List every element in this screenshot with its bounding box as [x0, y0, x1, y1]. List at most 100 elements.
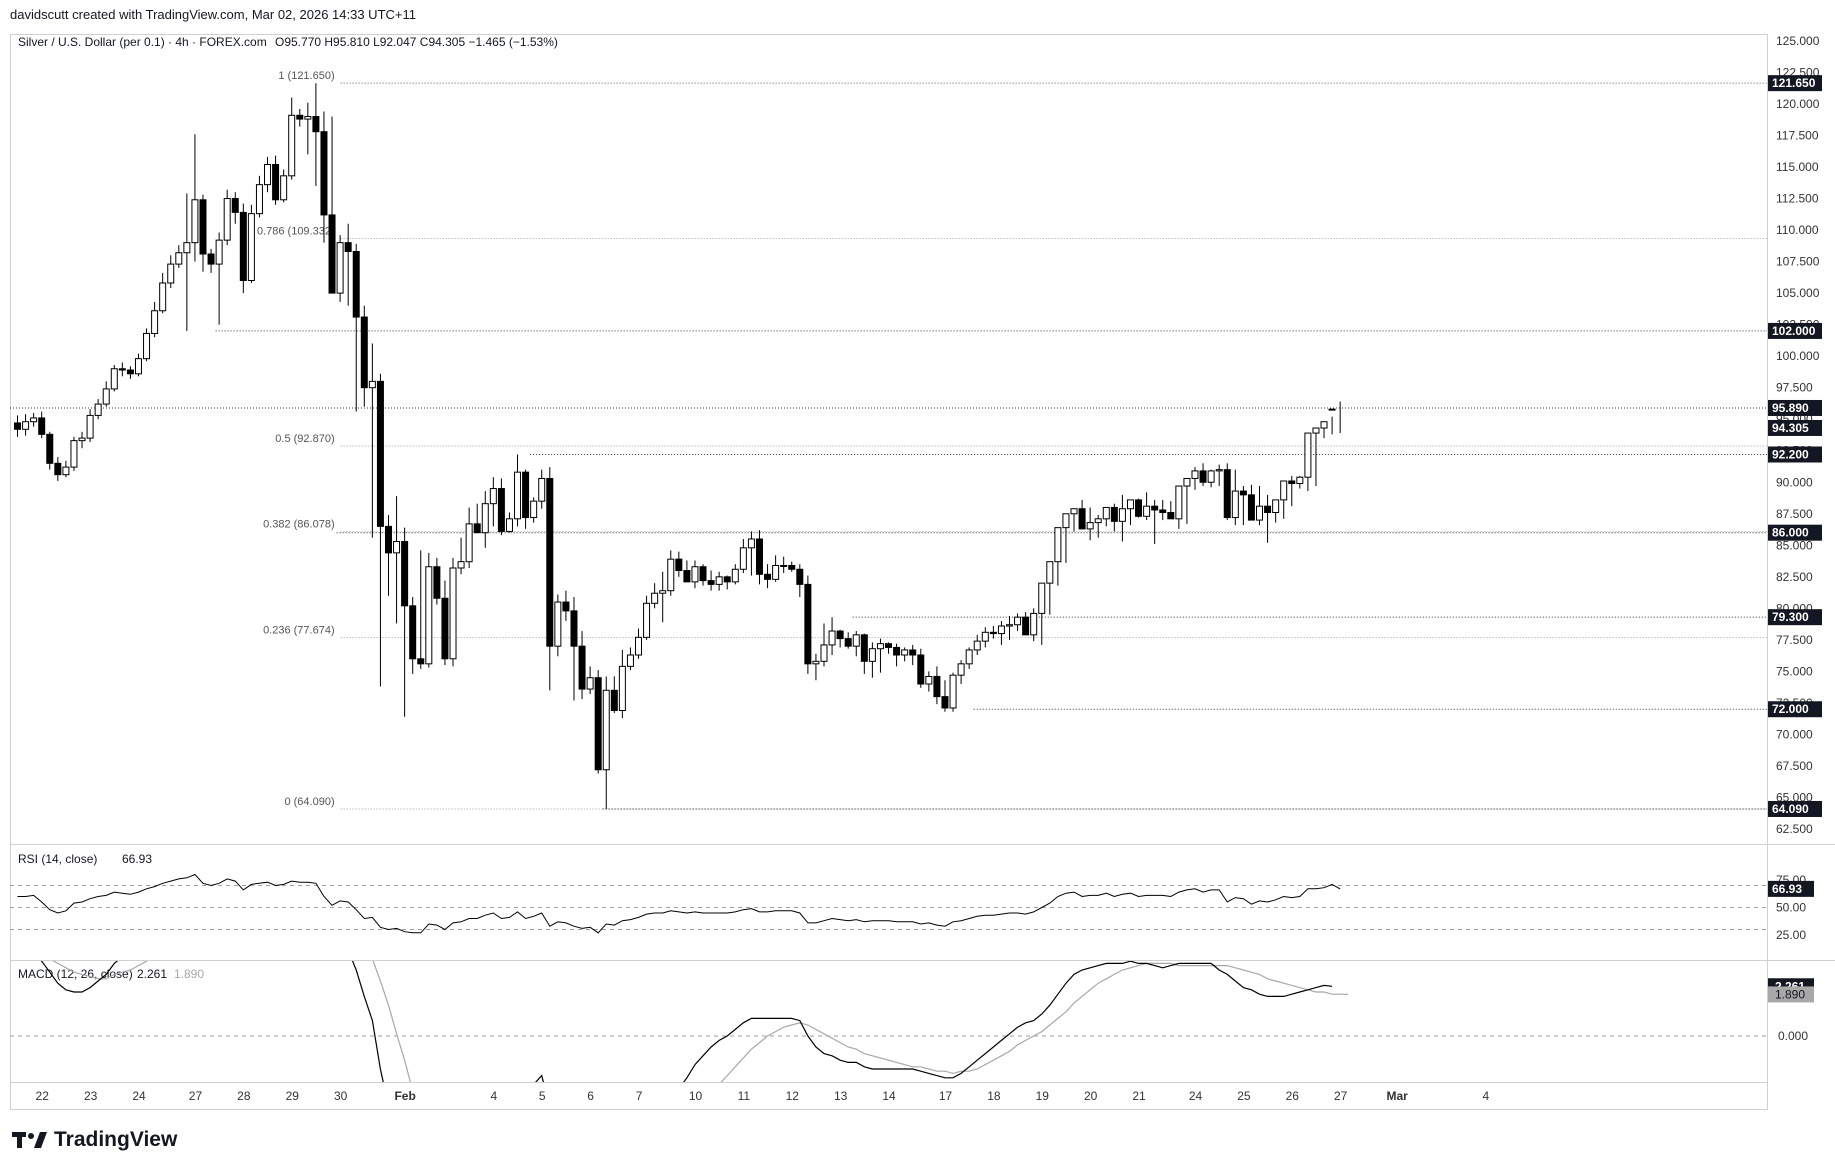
- candle: [530, 497, 538, 523]
- svg-text:79.300: 79.300: [1772, 610, 1809, 624]
- fib-level-label: 0.236 (77.674): [263, 625, 335, 637]
- candle: [336, 235, 344, 302]
- price-level-badge: 72.000: [1768, 701, 1822, 718]
- candle: [667, 550, 675, 596]
- time-tick-label: 19: [1036, 1089, 1050, 1103]
- macd-signal-badge-text: 1.890: [1775, 987, 1805, 1001]
- rsi-title[interactable]: RSI (14, close): [18, 852, 97, 866]
- time-tick-label: 10: [689, 1089, 703, 1103]
- candle: [1110, 503, 1118, 532]
- price-tick-label: 90.000: [1776, 475, 1813, 489]
- time-tick-label: 20: [1084, 1089, 1098, 1103]
- candle: [183, 193, 191, 331]
- candle: [522, 469, 530, 529]
- candle: [804, 575, 812, 674]
- price-tick-label: 117.500: [1776, 128, 1819, 142]
- time-tick-label: 18: [987, 1089, 1001, 1103]
- price-level-labels: 121.650 102.000 95.890 94.305 92.200 86.000 79…: [1768, 75, 1822, 817]
- fib-level-label: 0.786 (109.332): [257, 225, 335, 237]
- candle: [14, 415, 21, 437]
- created-by-text: davidscutt created with TradingView.com,…: [10, 7, 416, 22]
- ohlc-readout: O95.770 H95.810 L92.047 C94.305 −1.465 (…: [275, 35, 558, 49]
- time-tick-label: 27: [1334, 1089, 1348, 1103]
- candle: [562, 590, 570, 621]
- tradingview-watermark[interactable]: TradingView: [12, 1128, 177, 1152]
- candle: [1191, 467, 1199, 490]
- candle: [683, 560, 691, 583]
- candle: [215, 232, 223, 325]
- candle: [102, 381, 110, 407]
- candle: [885, 642, 893, 654]
- fib-level-label: 0.5 (92.870): [275, 433, 334, 445]
- time-tick-label: 26: [1286, 1089, 1300, 1103]
- candle: [1151, 499, 1159, 545]
- candle: [409, 597, 417, 674]
- tradingview-brand-name: TradingView: [54, 1128, 178, 1151]
- candle: [731, 564, 739, 585]
- candle: [62, 460, 70, 478]
- candle: [925, 671, 933, 692]
- candle: [86, 409, 94, 442]
- symbol-title[interactable]: Silver / U.S. Dollar (per 0.1) · 4h · FO…: [18, 35, 267, 49]
- svg-text:64.090: 64.090: [1772, 802, 1809, 816]
- candle: [110, 364, 118, 392]
- candle: [1320, 421, 1328, 439]
- time-axis[interactable]: 22 23 24 27 28 29 30 Feb 4 5 6 7 10 11 12 13 14 17 18 19 20 2…: [36, 1089, 1490, 1103]
- candle: [1030, 608, 1038, 642]
- candle: [747, 531, 755, 576]
- candle: [828, 617, 836, 656]
- candle: [1062, 513, 1070, 563]
- price-level-badge: 102.000: [1768, 322, 1822, 339]
- fib-level-label: 0 (64.090): [284, 796, 334, 808]
- candle: [610, 676, 618, 714]
- candle: [425, 552, 433, 668]
- candle: [473, 503, 481, 534]
- fibonacci-retracement[interactable]: 1 (121.650) 0.786 (109.332) 0.5 (92.870) 0.…: [257, 70, 1767, 810]
- candle: [1038, 582, 1046, 645]
- macd-value: 2.261: [137, 967, 167, 981]
- candle: [328, 116, 336, 294]
- candle: [643, 595, 651, 640]
- candle: [981, 627, 989, 648]
- candle: [1304, 432, 1312, 492]
- price-tick-label: 100.000: [1776, 349, 1820, 363]
- time-tick-label: 27: [189, 1089, 203, 1103]
- candle: [489, 477, 497, 527]
- time-tick-label: 7: [636, 1089, 643, 1103]
- candle: [893, 643, 901, 667]
- candle: [1118, 494, 1126, 542]
- macd-indicator: 0.000 2.261 1.890: [10, 961, 1814, 1082]
- time-tick-label: 17: [939, 1089, 953, 1103]
- candle: [868, 642, 876, 678]
- price-tick-label: 110.000: [1776, 223, 1819, 237]
- candle: [1264, 494, 1272, 543]
- candle: [852, 631, 860, 657]
- candle: [255, 175, 263, 218]
- price-tick-label: 107.500: [1776, 255, 1820, 269]
- candle: [1094, 515, 1102, 538]
- svg-text:92.200: 92.200: [1772, 448, 1809, 462]
- svg-text:94.305: 94.305: [1772, 421, 1809, 435]
- candle: [635, 628, 643, 659]
- candle: [239, 203, 247, 294]
- candle: [949, 672, 957, 712]
- price-level-badge: 121.650: [1768, 75, 1822, 92]
- candle: [618, 649, 626, 719]
- time-tick-label: 6: [587, 1089, 594, 1103]
- rsi-line: [17, 873, 1341, 934]
- candle: [973, 634, 981, 656]
- price-tick-label: 112.500: [1776, 192, 1819, 206]
- candle: [965, 647, 973, 669]
- candle: [626, 647, 634, 671]
- candle: [46, 431, 54, 470]
- candle: [433, 557, 441, 605]
- time-tick-label: 5: [539, 1089, 546, 1103]
- macd-title[interactable]: MACD (12, 26, close): [18, 967, 133, 981]
- candle: [296, 108, 304, 127]
- price-tick-label: 67.500: [1776, 759, 1813, 773]
- candle: [844, 632, 852, 649]
- price-level-badge: 64.090: [1768, 800, 1822, 817]
- candle: [481, 491, 489, 548]
- candle: [764, 564, 772, 589]
